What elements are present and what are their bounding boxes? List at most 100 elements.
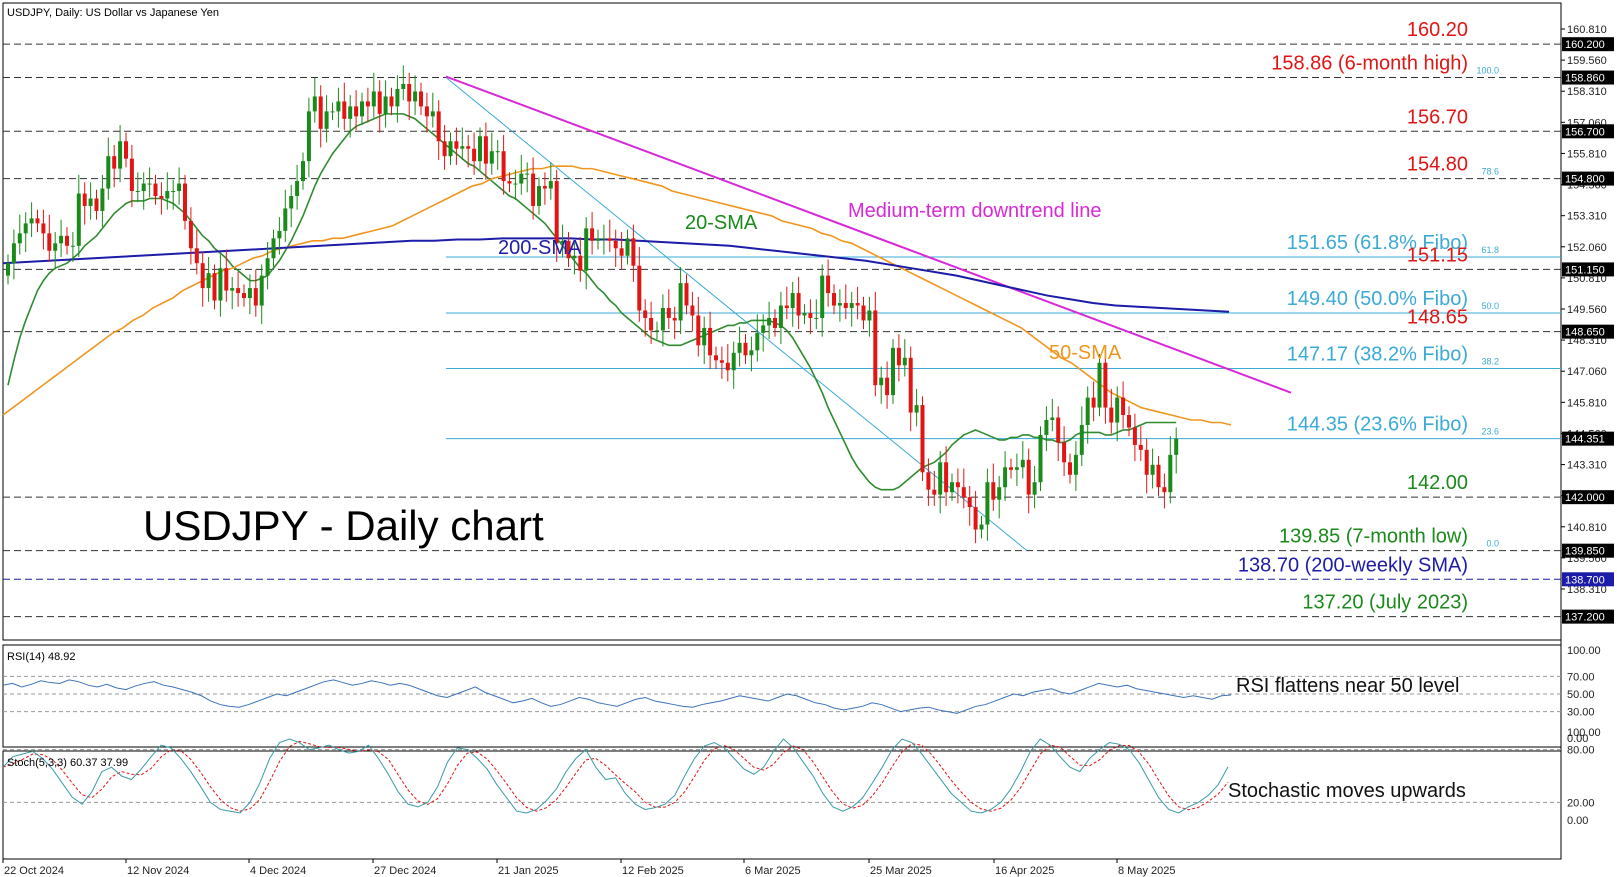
- price-tag-label: 137.200: [1565, 612, 1605, 624]
- candle-body: [643, 310, 648, 318]
- candle-body: [360, 101, 364, 117]
- candle-body: [743, 342, 748, 356]
- candle-body: [100, 188, 105, 211]
- candle-body: [377, 91, 382, 114]
- candle-body: [560, 240, 565, 244]
- candle-body: [1020, 459, 1025, 468]
- candle-body: [932, 489, 937, 495]
- candle-body: [165, 191, 170, 199]
- candle-body: [419, 91, 423, 107]
- stochastic-indicator: 100.00 80.00 20.00 0.00: [2, 727, 1601, 827]
- stoch-main-line: [2, 738, 1229, 814]
- candle-body: [200, 263, 205, 289]
- candle-body: [725, 362, 730, 371]
- candle-body: [253, 288, 258, 306]
- candle-body: [135, 191, 140, 193]
- candle-body: [336, 101, 341, 112]
- candle-body: [153, 183, 158, 197]
- price-tick-label: 147.060: [1567, 366, 1607, 378]
- price-tag-bg: [1562, 262, 1614, 277]
- candle-body: [896, 347, 901, 366]
- candle-body: [1026, 459, 1031, 495]
- rsi-line: [2, 679, 1232, 714]
- candle-body: [537, 186, 541, 206]
- price-tag-label: 142.000: [1565, 492, 1605, 504]
- horizontal-levels: [3, 43, 1561, 618]
- candle-body: [448, 141, 453, 157]
- price-tick-label: 152.060: [1567, 242, 1607, 254]
- candle-body: [631, 238, 636, 266]
- candle-body: [690, 305, 695, 316]
- candle-body: [1056, 417, 1061, 443]
- candle-body: [495, 151, 500, 153]
- fibo-ratio-label: 23.6: [1481, 427, 1499, 437]
- fibo-ratio-label: 61.8: [1481, 245, 1499, 255]
- level-label: 149.40 (50.0% Fibo): [1287, 288, 1468, 310]
- candle-body: [82, 193, 87, 206]
- candle-body: [542, 186, 547, 189]
- candle-body: [11, 243, 16, 264]
- candle-body: [41, 223, 46, 234]
- candle-body: [65, 235, 69, 246]
- candle-body: [324, 111, 329, 129]
- candle-body: [407, 84, 412, 102]
- sma20-label: 20-SMA: [685, 212, 758, 234]
- stoch-title: Stoch(5,3,3) 60.37 37.99: [7, 757, 128, 769]
- chart-big-title: USDJPY - Daily chart: [143, 502, 544, 549]
- stoch-tick-label: 0.00: [1567, 815, 1588, 827]
- candle-body: [118, 141, 123, 169]
- fibo-diagonal: [445, 77, 1028, 552]
- candle-body: [513, 183, 518, 185]
- level-label: 154.80: [1407, 154, 1468, 176]
- candlesticks: [6, 65, 1179, 544]
- candle-body: [1162, 487, 1167, 493]
- candle-body: [908, 357, 913, 413]
- date-label: 22 Oct 2024: [4, 865, 64, 877]
- candle-body: [525, 173, 530, 175]
- candle-body: [1097, 362, 1102, 408]
- date-label: 4 Dec 2024: [250, 865, 306, 877]
- candle-body: [454, 141, 459, 149]
- price-tag-label: 139.850: [1565, 546, 1605, 558]
- candle-body: [1115, 397, 1120, 423]
- candle-body: [1038, 434, 1043, 483]
- candle-body: [755, 332, 760, 351]
- candle-body: [814, 317, 819, 319]
- candle-body: [472, 148, 477, 162]
- candle-body: [23, 223, 28, 234]
- candle-body: [442, 141, 447, 157]
- candle-body: [277, 230, 282, 239]
- price-tick-label: 159.560: [1567, 55, 1607, 67]
- fibonacci-retracement: 100.0 78.6 61.8 50.0 38.2 23.6 0.0: [445, 66, 1499, 552]
- candle-body: [283, 208, 288, 231]
- candle-body: [554, 181, 559, 244]
- level-label: 144.35 (23.6% Fibo): [1287, 414, 1468, 436]
- candle-body: [596, 238, 600, 241]
- candle-body: [365, 101, 370, 107]
- candle-body: [997, 487, 1002, 500]
- price-tag-label: 154.800: [1565, 174, 1605, 186]
- candle-body: [413, 91, 418, 102]
- price-tick-label: 138.310: [1567, 584, 1607, 596]
- rsi-tick-label: 50.00: [1567, 689, 1595, 701]
- candle-body: [1144, 449, 1149, 475]
- candle-body: [1091, 397, 1096, 408]
- candle-body: [318, 96, 323, 129]
- candle-body: [696, 315, 701, 346]
- fibo-ratio-label: 0.0: [1486, 539, 1499, 549]
- candle-body: [1050, 417, 1055, 421]
- candle-body: [59, 235, 64, 244]
- date-label: 25 Mar 2025: [870, 865, 932, 877]
- rsi-indicator: 100.00 70.00 50.00 30.00 0.00: [2, 645, 1601, 745]
- candle-body: [849, 303, 854, 309]
- date-label: 21 Jan 2025: [498, 865, 559, 877]
- candle-body: [885, 377, 890, 396]
- level-label: 158.86 (6-month high): [1271, 53, 1468, 75]
- date-axis: 22 Oct 2024 12 Nov 2024 4 Dec 2024 27 Dec 2…: [2, 859, 1175, 877]
- candle-body: [773, 317, 777, 328]
- candle-body: [1009, 467, 1013, 470]
- stoch-note: Stochastic moves upwards: [1228, 780, 1466, 802]
- price-tag-label: 148.650: [1565, 327, 1605, 339]
- candle-body: [17, 233, 22, 244]
